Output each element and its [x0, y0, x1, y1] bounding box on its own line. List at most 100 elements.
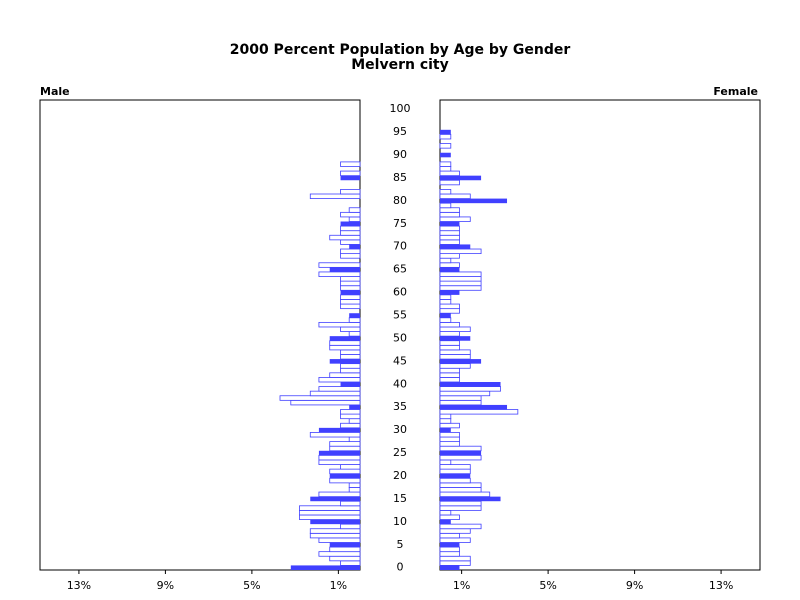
bar [439, 299, 452, 305]
bar [439, 523, 482, 530]
bar [340, 354, 361, 360]
bar [439, 143, 452, 149]
bar [318, 537, 361, 543]
y-tick-label: 25 [393, 446, 407, 459]
bar [329, 359, 360, 364]
bar [439, 280, 482, 287]
bar [439, 546, 460, 553]
bar [340, 221, 360, 227]
panel-label: Male [40, 85, 70, 98]
bar [439, 216, 471, 222]
bar [439, 436, 460, 443]
bar [440, 542, 460, 548]
bar [340, 248, 361, 255]
bar [318, 551, 361, 557]
bar [340, 276, 361, 282]
bar [309, 528, 361, 534]
y-tick-label: 30 [393, 423, 407, 436]
bar [439, 367, 460, 374]
bar [440, 336, 471, 341]
bar [349, 404, 360, 410]
bar [340, 464, 361, 470]
x-tick-label: 1% [330, 579, 347, 592]
bar [329, 473, 360, 479]
bar [439, 395, 482, 401]
bar [439, 179, 460, 186]
bar [318, 386, 361, 392]
bar [439, 560, 471, 566]
bar [439, 551, 460, 557]
bar [329, 477, 361, 484]
y-tick-label: 60 [393, 286, 407, 299]
bar [348, 482, 361, 488]
y-tick-label: 90 [393, 148, 407, 161]
bar [340, 560, 361, 566]
bar [340, 230, 361, 236]
bar [439, 482, 482, 488]
bar [329, 542, 360, 548]
bar [439, 189, 452, 195]
bar [440, 244, 471, 250]
bar [440, 404, 508, 410]
bar [439, 253, 460, 259]
bar [340, 161, 361, 167]
bar [439, 166, 452, 172]
bar [329, 468, 361, 475]
bar [440, 427, 451, 433]
bar [439, 468, 471, 475]
bar [439, 271, 482, 277]
bar [318, 377, 361, 383]
bar [439, 303, 460, 310]
y-tick-label: 50 [393, 331, 407, 344]
bar [318, 427, 360, 433]
bar [340, 303, 361, 310]
bar [440, 450, 482, 456]
bar [310, 496, 360, 502]
bar [439, 326, 471, 332]
bar [439, 363, 471, 369]
bar [318, 454, 361, 461]
x-tick-label: 9% [626, 579, 643, 592]
bar [340, 349, 361, 355]
bar [349, 244, 360, 250]
bar [439, 161, 452, 167]
bar [439, 344, 460, 351]
bar [309, 532, 361, 539]
bar [290, 565, 360, 570]
y-tick-label: 65 [393, 263, 407, 276]
bar [439, 390, 491, 397]
bar [348, 207, 361, 213]
bar [440, 267, 460, 272]
bar [439, 248, 482, 255]
y-tick-label: 75 [393, 217, 407, 230]
y-tick-label: 85 [393, 171, 407, 184]
bar [348, 216, 361, 222]
bar [439, 321, 460, 328]
bar [348, 317, 361, 323]
bar [329, 344, 361, 351]
bar [439, 202, 452, 209]
panel-label: Female [713, 85, 758, 98]
bar [349, 313, 360, 318]
bar [440, 152, 451, 158]
bar [439, 276, 482, 282]
bar [340, 382, 360, 387]
x-tick-label: 13% [709, 579, 733, 592]
bar [329, 546, 361, 553]
bar [340, 239, 361, 245]
bar [340, 363, 361, 369]
bar [439, 170, 460, 177]
bar [340, 189, 361, 195]
bar [348, 331, 361, 337]
y-tick-label: 55 [393, 309, 407, 322]
x-tick-label: 5% [243, 579, 260, 592]
bar [439, 532, 460, 539]
bar [340, 294, 361, 300]
bar [439, 349, 471, 355]
bar [439, 133, 452, 140]
bar [318, 321, 361, 328]
chart-subtitle: Melvern city [351, 57, 449, 73]
bar [440, 519, 451, 525]
y-tick-label: 45 [393, 354, 407, 367]
